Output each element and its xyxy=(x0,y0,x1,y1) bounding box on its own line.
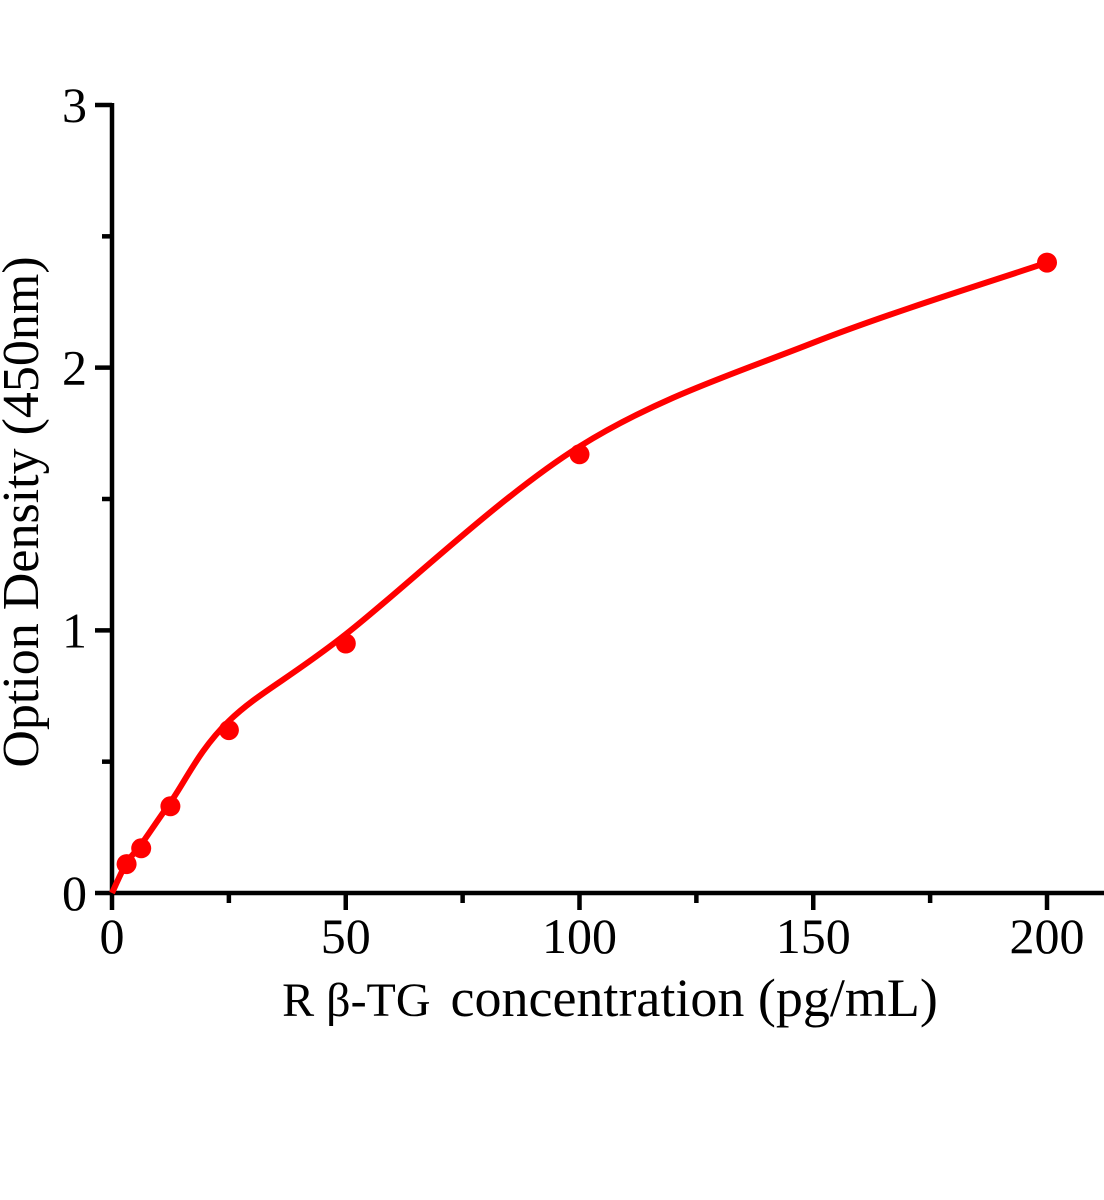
x-tick-label: 100 xyxy=(542,908,617,964)
data-point xyxy=(218,720,239,741)
data-point xyxy=(1037,252,1057,273)
data-point xyxy=(569,444,590,465)
data-point xyxy=(131,838,152,859)
y-tick-label: 2 xyxy=(62,340,87,396)
data-series-layer xyxy=(109,252,1057,895)
data-point xyxy=(116,854,137,875)
y-axis-title: Option Density (450nm) xyxy=(0,256,50,767)
x-tick-label: 50 xyxy=(321,908,371,964)
y-tick-label: 1 xyxy=(62,602,87,658)
data-point xyxy=(160,796,181,817)
data-point xyxy=(335,633,356,654)
x-tick-label: 150 xyxy=(776,908,851,964)
x-tick-label: 200 xyxy=(1010,908,1085,964)
y-tick-label: 0 xyxy=(62,865,87,921)
x-tick-label: 0 xyxy=(100,908,125,964)
x-axis-title-main: concentration (pg/mL) xyxy=(451,968,938,1028)
axes-layer: 0 50 100 150 200 0 1 2 3 xyxy=(62,77,1104,964)
y-tick-label: 3 xyxy=(62,77,87,133)
x-axis-title-prefix: R β-TG xyxy=(282,974,430,1027)
fit-curve xyxy=(109,259,1048,895)
x-axis-title: R β-TG concentration (pg/mL) xyxy=(282,968,938,1028)
